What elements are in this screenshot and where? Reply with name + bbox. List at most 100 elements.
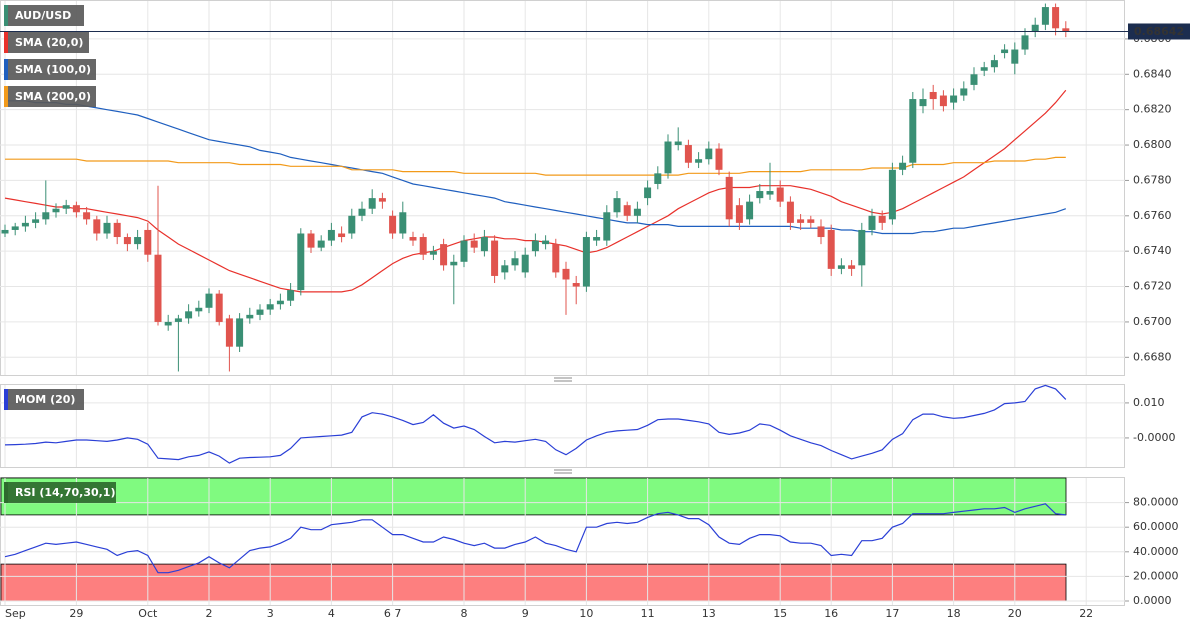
indicator-line — [5, 156, 1066, 176]
candle-body — [664, 141, 672, 174]
candle-body — [491, 240, 499, 276]
y-tick-label: 40.0000 — [1133, 545, 1179, 558]
candle-body — [572, 283, 580, 287]
candle-body — [613, 198, 621, 213]
candle-body — [134, 237, 142, 245]
y-tick-label: 80.0000 — [1133, 496, 1179, 509]
candle-body — [684, 145, 692, 163]
x-tick-label: 4 — [328, 607, 335, 620]
candle-body — [756, 191, 764, 199]
candle-body — [1011, 49, 1019, 64]
candle-body — [582, 237, 590, 287]
candle-body — [144, 229, 152, 255]
candle-body — [205, 293, 213, 308]
x-tick-label: 8 — [461, 607, 468, 620]
candle-body — [939, 95, 947, 107]
candle-body — [185, 311, 193, 319]
last-price-label: 0.68642 — [1134, 25, 1184, 38]
candle-body — [409, 237, 417, 241]
candle-body — [450, 261, 458, 266]
panel-frame — [0, 384, 1125, 468]
legend-swatch — [4, 32, 8, 53]
candle-body — [1031, 24, 1039, 32]
y-tick-label: 0.6760 — [1133, 209, 1172, 222]
candle-body — [633, 208, 641, 216]
candle-body — [919, 99, 927, 107]
legend-swatch — [4, 482, 8, 503]
candle-body — [521, 254, 529, 273]
oversold-band — [0, 563, 1067, 602]
x-tick-label: Sep — [5, 607, 26, 620]
candle-body — [766, 191, 774, 195]
y-tick-label: 0.0000 — [1133, 594, 1172, 607]
candle-body — [695, 159, 703, 163]
legend-label: SMA (200,0) — [15, 90, 91, 103]
candle-body — [644, 187, 652, 199]
y-tick-label: 20.0000 — [1133, 569, 1179, 582]
x-tick-label: 18 — [947, 607, 961, 620]
candle-body — [776, 187, 784, 202]
candle-body — [909, 99, 917, 163]
candle-body — [358, 208, 366, 216]
y-tick-label: -0.0000 — [1133, 431, 1175, 444]
candle-body — [950, 95, 958, 103]
candle-body — [113, 222, 121, 238]
candle-body — [215, 293, 223, 322]
candle-body — [297, 233, 305, 291]
candle-body — [786, 201, 794, 223]
candle-body — [562, 268, 570, 280]
candle-body — [32, 219, 40, 223]
candle-body — [715, 148, 723, 170]
x-tick-label: 2 — [206, 607, 213, 620]
panel-frame — [0, 0, 1125, 376]
legend-label: RSI (14,70,30,1) — [15, 486, 115, 499]
candle-body — [307, 233, 315, 248]
y-tick-label: 60.0000 — [1133, 520, 1179, 533]
candle-body — [62, 205, 70, 209]
candle-body — [746, 201, 754, 220]
y-tick-label: 0.6840 — [1133, 67, 1172, 80]
last-price-box — [1128, 23, 1190, 40]
candle-body — [440, 244, 448, 266]
candle-body — [848, 265, 856, 269]
x-tick-label: 22 — [1079, 607, 1093, 620]
legend-swatch — [4, 389, 8, 410]
candle-body — [338, 233, 346, 238]
candle-body — [480, 237, 488, 252]
x-tick-label: 29 — [69, 607, 83, 620]
indicator-line — [4, 503, 1066, 574]
legend-chip — [4, 482, 116, 503]
candle-body — [378, 198, 386, 202]
y-tick-label: 0.010 — [1133, 396, 1165, 409]
candle-body — [960, 88, 968, 96]
candle-body — [531, 240, 539, 252]
x-tick-label: 3 — [267, 607, 274, 620]
x-tick-label: 15 — [773, 607, 787, 620]
legend-label: AUD/USD — [15, 9, 71, 22]
candle-body — [980, 67, 988, 71]
x-tick-label: 17 — [885, 607, 899, 620]
legend-chip — [4, 86, 96, 107]
candle-body — [246, 314, 254, 319]
x-tick-label: 9 — [522, 607, 529, 620]
overbought-band — [0, 477, 1067, 516]
candle-body — [797, 219, 805, 223]
candle-body — [899, 162, 907, 170]
candle-body — [399, 212, 407, 234]
x-tick-label: 10 — [579, 607, 593, 620]
panel: -0.0000 0.010 MOM (20) — [0, 384, 1175, 468]
candle-body — [827, 229, 835, 269]
legend-chip — [4, 389, 84, 410]
candle-body — [276, 300, 284, 305]
candle-body — [970, 74, 978, 85]
candle-body — [593, 237, 601, 241]
candle-body — [103, 222, 111, 234]
panel: 0.0000 20.0000 40.0000 60.0000 80.0000 RSI (1… — [0, 477, 1179, 607]
candle-body — [807, 219, 815, 223]
panel-grips — [554, 377, 572, 474]
candle-body — [1052, 7, 1060, 29]
candle-body — [868, 215, 876, 230]
legend-label: MOM (20) — [15, 393, 75, 406]
